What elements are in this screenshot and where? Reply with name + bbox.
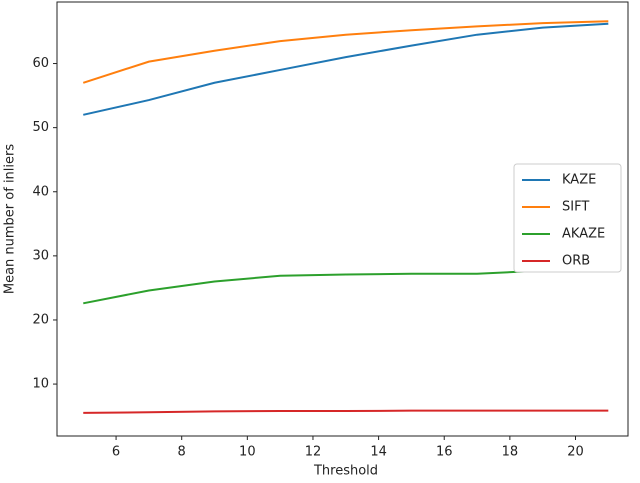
series-line <box>83 22 609 116</box>
legend <box>513 163 622 273</box>
series-line <box>83 269 609 305</box>
legend-label: AKAZE <box>562 227 605 242</box>
plot-frame <box>56 1 629 437</box>
x-tick-label: 8 <box>178 445 186 460</box>
y-tick-label: 50 <box>32 120 49 135</box>
x-tick-label: 12 <box>305 445 322 460</box>
x-tick-label: 18 <box>502 445 519 460</box>
x-tick-label: 20 <box>567 445 584 460</box>
y-axis-label: Mean number of inliers <box>3 144 18 295</box>
legend-label: ORB <box>562 254 590 269</box>
series-line <box>82 20 609 84</box>
series-line <box>83 409 609 414</box>
legend-label: KAZE <box>562 173 596 188</box>
x-tick-label: 16 <box>436 445 453 460</box>
y-tick-label: 10 <box>32 377 49 392</box>
x-tick-label: 10 <box>239 445 256 460</box>
x-axis-label: Threshold <box>313 464 378 479</box>
y-tick-label: 40 <box>32 184 49 199</box>
y-tick-label: 60 <box>32 56 49 71</box>
x-tick-label: 6 <box>112 445 120 460</box>
y-tick-label: 30 <box>32 248 49 263</box>
y-tick-label: 20 <box>32 312 49 327</box>
x-tick-label: 14 <box>370 445 387 460</box>
legend-label: SIFT <box>562 200 589 215</box>
